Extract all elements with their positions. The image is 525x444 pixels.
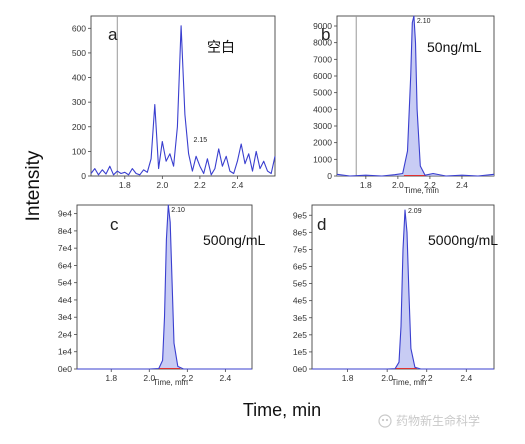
peak-time-label: 2.09 xyxy=(408,208,422,215)
y-tick-label: 8000 xyxy=(313,38,332,48)
panel-x-axis-label: Time, min xyxy=(392,378,427,387)
y-tick-label: 2e5 xyxy=(293,330,307,340)
y-tick-label: 4000 xyxy=(313,104,332,114)
y-tick-label: 7000 xyxy=(313,54,332,64)
panel-label: a xyxy=(108,25,118,44)
plot-frame xyxy=(90,15,276,177)
y-tick-label: 9e5 xyxy=(293,210,307,220)
peak-area xyxy=(337,16,494,176)
y-tick-label: 5000 xyxy=(313,88,332,98)
y-tick-label: 6e5 xyxy=(293,262,307,272)
y-tick-label: 400 xyxy=(72,73,86,83)
panel-label: c xyxy=(110,215,119,234)
y-tick-label: 3e5 xyxy=(293,313,307,323)
x-tick-label: 1.8 xyxy=(360,180,372,190)
peak-time-label: 2.10 xyxy=(171,207,185,214)
peak-area xyxy=(77,205,252,369)
wechat-icon-dot xyxy=(381,418,385,422)
panel-label: b xyxy=(321,25,330,44)
x-tick-label: 1.8 xyxy=(342,373,354,383)
concentration-label: 50ng/mL xyxy=(427,39,482,55)
y-tick-label: 6e4 xyxy=(58,260,72,270)
y-tick-label: 2e4 xyxy=(58,329,72,339)
y-tick-label: 1e4 xyxy=(58,347,72,357)
panel-x-axis-label: Time, min xyxy=(404,186,439,195)
y-tick-label: 3e4 xyxy=(58,312,72,322)
peak-area xyxy=(312,210,494,369)
x-tick-label: 2.4 xyxy=(219,373,231,383)
watermark: 药物新生命科学 xyxy=(378,413,480,428)
y-tick-label: 8e5 xyxy=(293,227,307,237)
y-tick-label: 0 xyxy=(327,171,332,181)
series-line xyxy=(312,209,494,370)
x-tick-label: 2.0 xyxy=(392,180,404,190)
series-line xyxy=(336,15,495,177)
series-line xyxy=(77,204,252,370)
panel-c: 0e0 1e4 2e4 3e4 4e4 5e4 6e4 7e4 8e4 9e4 1.8 2.0 2.2 2… xyxy=(58,204,265,387)
y-tick-label: 6000 xyxy=(313,71,332,81)
x-tick-label: 2.0 xyxy=(156,180,168,190)
wechat-icon-dot xyxy=(385,418,389,422)
x-tick-label: 2.2 xyxy=(421,373,433,383)
y-tick-label: 4e4 xyxy=(58,295,72,305)
y-tick-label: 5e5 xyxy=(293,279,307,289)
x-axis-title: Time, min xyxy=(243,400,321,420)
concentration-label: 空白 xyxy=(207,39,235,55)
y-tick-label: 5e4 xyxy=(58,278,72,288)
peak-time-label: 2.15 xyxy=(194,137,208,144)
y-tick-label: 4e5 xyxy=(293,296,307,306)
panel-x-axis-label: Time, min xyxy=(153,378,188,387)
y-tick-label: 9e4 xyxy=(58,209,72,219)
y-tick-label: 3000 xyxy=(313,121,332,131)
panels: 0 100 200 300 400 500 600 1.8 2.0 2.2 2.4 2.15 a 空白 0 1… xyxy=(58,15,498,387)
y-tick-label: 7e4 xyxy=(58,243,72,253)
x-tick-label: 1.8 xyxy=(105,373,117,383)
panel-label: d xyxy=(317,215,326,234)
y-tick-label: 0 xyxy=(81,171,86,181)
panel-d: 0e0 1e5 2e5 3e5 4e5 5e5 6e5 7e5 8e5 9e5 1.8 2.0 2.2 2… xyxy=(293,204,498,387)
x-tick-label: 2.2 xyxy=(181,373,193,383)
y-tick-label: 8e4 xyxy=(58,226,72,236)
concentration-label: 5000ng/mL xyxy=(428,232,498,248)
y-axis-title: Intensity xyxy=(23,150,44,221)
x-tick-label: 2.0 xyxy=(143,373,155,383)
x-tick-label: 2.4 xyxy=(460,373,472,383)
y-tick-label: 7e5 xyxy=(293,244,307,254)
peak-time-label: 2.10 xyxy=(417,18,431,25)
series-line xyxy=(90,25,276,176)
x-tick-label: 2.4 xyxy=(232,180,244,190)
x-tick-label: 2.4 xyxy=(456,180,468,190)
y-tick-label: 2000 xyxy=(313,138,332,148)
y-tick-label: 300 xyxy=(72,97,86,107)
panel-a: 0 100 200 300 400 500 600 1.8 2.0 2.2 2.4 2.15 a 空白 xyxy=(72,15,276,190)
x-tick-label: 2.2 xyxy=(194,180,206,190)
x-tick-label: 2.2 xyxy=(424,180,436,190)
panel-b: 0 1000 2000 3000 4000 5000 6000 7000 8000 9000 1.8… xyxy=(313,15,495,195)
concentration-label: 500ng/mL xyxy=(203,232,265,248)
y-tick-label: 500 xyxy=(72,48,86,58)
y-tick-label: 600 xyxy=(72,23,86,33)
y-tick-label: 1e5 xyxy=(293,347,307,357)
y-tick-label: 100 xyxy=(72,146,86,156)
wechat-icon xyxy=(378,414,392,428)
y-tick-label: 0e0 xyxy=(293,364,307,374)
x-tick-label: 1.8 xyxy=(119,180,131,190)
watermark-text: 药物新生命科学 xyxy=(396,413,480,428)
x-tick-label: 2.0 xyxy=(381,373,393,383)
y-tick-label: 200 xyxy=(72,122,86,132)
y-tick-label: 1000 xyxy=(313,154,332,164)
y-tick-label: 0e0 xyxy=(58,364,72,374)
y-tick-label: 9000 xyxy=(313,21,332,31)
